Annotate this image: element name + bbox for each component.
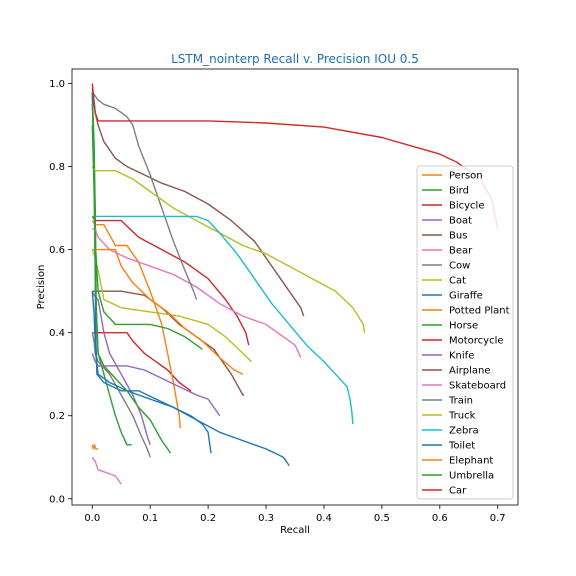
plot-frame: [71, 68, 519, 506]
y-axis-ticks: 0.0 0.2 0.4 0.6 0.8 1.0: [49, 79, 72, 505]
legend-label: Bird: [449, 186, 469, 197]
legend-label: Knife: [449, 351, 474, 362]
series-line-9: [91, 220, 181, 429]
series-line-17: [92, 215, 354, 425]
y-tick-label: 0.4: [49, 328, 65, 339]
x-axis-label: Recall: [280, 525, 310, 536]
x-tick-label: 0.1: [142, 513, 158, 524]
legend-label: Bear: [449, 246, 473, 257]
series-lines: [91, 83, 499, 485]
legend-label: Truck: [448, 411, 476, 422]
x-tick-label: 0.2: [200, 513, 216, 524]
series-line-15: [91, 91, 198, 300]
series-line-13: [91, 87, 305, 317]
y-tick-label: 0.8: [49, 162, 65, 173]
chart-title: LSTM_nointerp Recall v. Precision IOU 0.…: [171, 52, 419, 66]
legend-label: Train: [448, 396, 473, 407]
x-axis-ticks: 0.0 0.1 0.2 0.3 0.4 0.5 0.6 0.7: [84, 505, 506, 524]
legend: Person Bird Bicycle Boat Bus Bear Cow Cat Giraff…: [416, 165, 514, 500]
legend-label: Bus: [449, 231, 467, 242]
y-axis-label: Precision: [36, 265, 47, 310]
series-line-2: [92, 332, 192, 392]
legend-label: Airplane: [449, 366, 490, 377]
legend-label: Bicycle: [449, 201, 484, 212]
x-tick-label: 0.3: [258, 513, 274, 524]
x-tick-label: 0.5: [374, 513, 390, 524]
series-line-11: [91, 216, 250, 346]
legend-label: Skateboard: [449, 381, 506, 392]
x-tick-label: 0.0: [84, 513, 100, 524]
y-tick-label: 1.0: [49, 79, 65, 90]
legend-label: Boat: [449, 216, 472, 227]
x-tick-label: 0.4: [316, 513, 332, 524]
y-tick-label: 0.0: [49, 494, 65, 505]
legend-label: Cat: [449, 276, 466, 287]
y-tick-label: 0.2: [49, 411, 65, 422]
legend-label: Potted Plant: [449, 306, 510, 317]
legend-entries: Person Bird Bicycle Boat Bus Bear Cow Cat Giraff…: [422, 171, 510, 497]
series-line-16: [91, 166, 366, 333]
series-line-8: [91, 91, 212, 454]
legend-label: Horse: [449, 321, 478, 332]
legend-label: Giraffe: [449, 291, 483, 302]
x-tick-label: 0.6: [432, 513, 448, 524]
series-line-19: [92, 248, 244, 375]
legend-label: Elephant: [449, 456, 493, 467]
series-line-20: [91, 125, 172, 454]
x-tick-label: 0.7: [490, 513, 506, 524]
series-line-5: [91, 456, 122, 485]
series-line-14: [92, 228, 302, 358]
legend-label: Car: [449, 486, 467, 497]
series-line-0: [91, 444, 99, 450]
y-tick-label: 0.6: [49, 245, 65, 256]
legend-label: Zebra: [449, 426, 479, 437]
legend-label: Motorcycle: [449, 336, 504, 347]
legend-label: Toilet: [448, 441, 475, 452]
legend-label: Person: [449, 171, 483, 182]
legend-label: Umbrella: [449, 471, 494, 482]
series-line-18: [91, 291, 290, 466]
legend-label: Cow: [449, 261, 470, 272]
